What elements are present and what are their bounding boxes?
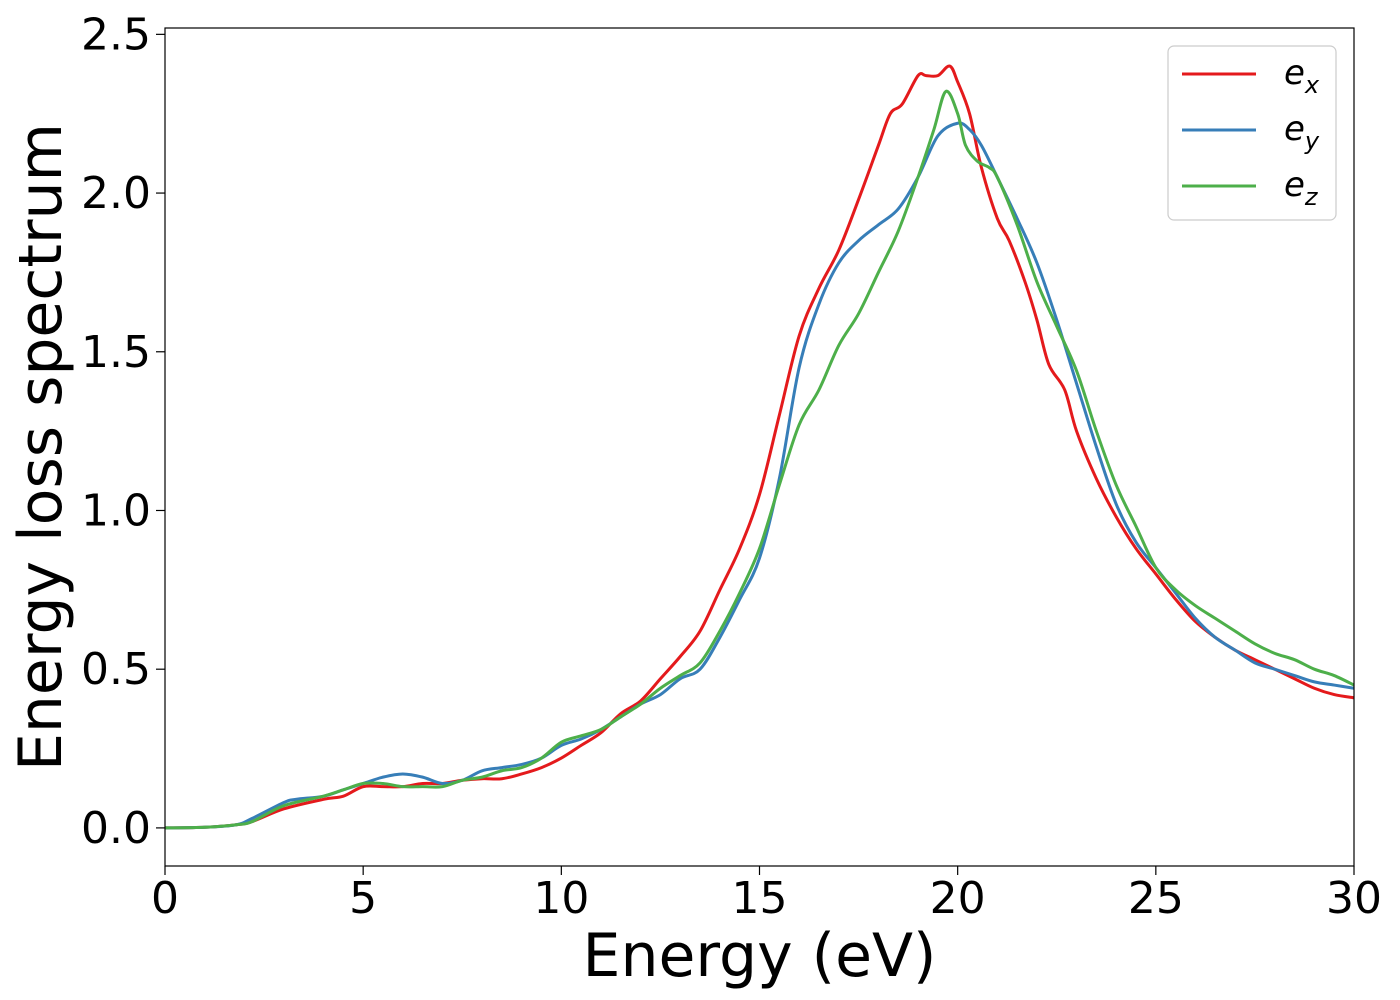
y-axis: 0.0 0.5 1.0 1.5 2.0 2.5 — [81, 9, 165, 854]
series-line-e-z — [165, 89, 1354, 830]
x-tick-label: 30 — [1326, 873, 1382, 924]
x-tick-label: 5 — [349, 873, 377, 924]
legend-label-base: e — [1284, 53, 1305, 93]
x-tick-label: 25 — [1128, 873, 1184, 924]
legend-label-e-x: ex — [1284, 53, 1320, 99]
y-tick-label: 2.0 — [81, 168, 151, 219]
y-tick-label: 1.5 — [81, 327, 151, 378]
series-line-e-x — [165, 64, 1354, 830]
legend-label-subscript: x — [1304, 71, 1320, 99]
legend-label-subscript: y — [1304, 127, 1320, 155]
x-tick-label: 0 — [151, 873, 179, 924]
y-tick-label: 2.5 — [81, 9, 151, 60]
x-axis: 0 5 10 15 20 25 30 — [151, 866, 1382, 924]
legend-label-base: e — [1284, 109, 1305, 149]
x-tick-label: 15 — [732, 873, 788, 924]
series-layer — [165, 64, 1354, 830]
legend-label-e-z: ez — [1284, 165, 1319, 211]
y-axis-title: Energy loss spectrum — [6, 123, 76, 771]
x-axis-title: Energy (eV) — [583, 921, 937, 991]
legend-label-e-y: ey — [1284, 109, 1320, 155]
legend-label-base: e — [1284, 165, 1305, 205]
y-tick-label: 1.0 — [81, 485, 151, 536]
x-tick-label: 20 — [930, 873, 986, 924]
x-tick-label: 10 — [533, 873, 589, 924]
legend-box — [1167, 45, 1337, 221]
y-tick-label: 0.5 — [81, 644, 151, 695]
y-tick-label: 0.0 — [81, 803, 151, 854]
legend-label-subscript: z — [1304, 183, 1319, 211]
